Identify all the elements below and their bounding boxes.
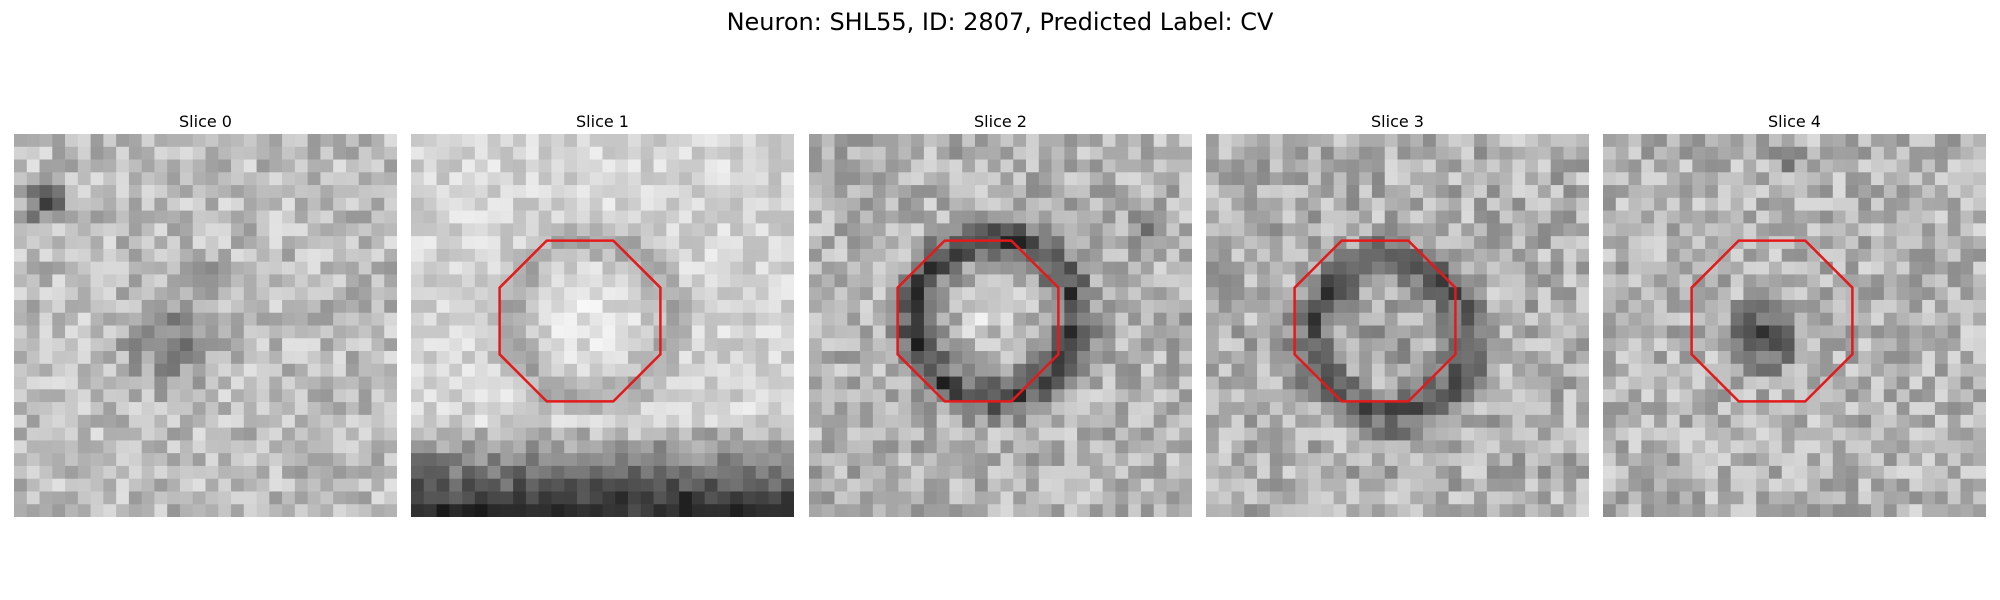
slice-pixels	[1603, 134, 1986, 517]
slice-panel-2: Slice 2	[809, 112, 1192, 517]
slice-panel-0: Slice 0	[14, 112, 397, 517]
slice-title: Slice 1	[576, 112, 629, 131]
roi-octagon	[1690, 239, 1854, 403]
slice-panel-4: Slice 4	[1603, 112, 1986, 517]
roi-octagon	[498, 239, 662, 403]
slice-image-2	[809, 134, 1192, 517]
slice-panel-1: Slice 1	[411, 112, 794, 517]
slice-pixels	[1206, 134, 1589, 517]
figure-title: Neuron: SHL55, ID: 2807, Predicted Label…	[726, 8, 1274, 36]
slice-pixels	[411, 134, 794, 517]
roi-octagon	[896, 239, 1060, 403]
slice-image-1	[411, 134, 794, 517]
slice-pixels	[14, 134, 397, 517]
slice-panel-3: Slice 3	[1206, 112, 1589, 517]
slice-title: Slice 4	[1768, 112, 1821, 131]
roi-octagon	[1293, 239, 1457, 403]
slice-title: Slice 2	[974, 112, 1027, 131]
slice-title: Slice 0	[179, 112, 232, 131]
slice-image-3	[1206, 134, 1589, 517]
slice-pixels	[809, 134, 1192, 517]
slice-image-4	[1603, 134, 1986, 517]
slice-image-0	[14, 134, 397, 517]
slice-title: Slice 3	[1371, 112, 1424, 131]
